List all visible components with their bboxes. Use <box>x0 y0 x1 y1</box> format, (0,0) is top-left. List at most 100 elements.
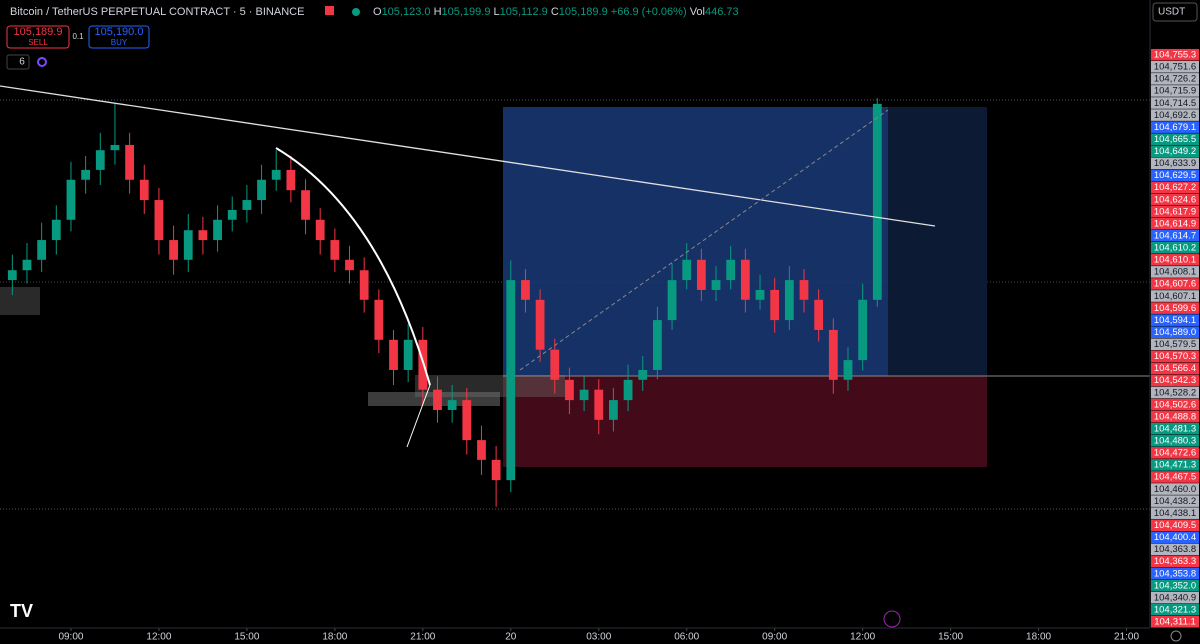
currency[interactable]: USDT <box>1158 7 1185 18</box>
candle-body <box>872 103 882 300</box>
candle-body <box>418 339 428 390</box>
sell-button[interactable] <box>6 25 70 49</box>
candle-body <box>652 320 662 370</box>
price-label: 104,607.6 <box>1154 279 1196 290</box>
price-label: 104,679.1 <box>1154 122 1196 133</box>
candle-body <box>51 219 61 241</box>
x-tick-label: 21:00 <box>1114 632 1139 643</box>
x-tick-label: 12:00 <box>146 632 171 643</box>
candle-body <box>330 240 340 260</box>
price-label: 104,608.1 <box>1154 267 1196 278</box>
x-tick-label: 15:00 <box>234 632 259 643</box>
price-badge <box>1151 169 1199 182</box>
price-label: 104,460.0 <box>1154 484 1196 495</box>
price-label: 104,502.6 <box>1154 399 1196 410</box>
candles <box>7 98 882 507</box>
candle-body <box>7 270 17 281</box>
candle-body <box>623 379 633 401</box>
price-badge <box>1151 205 1199 218</box>
price-label: 104,353.8 <box>1154 568 1196 579</box>
candle-body <box>711 280 721 290</box>
price-label: 104,472.6 <box>1154 448 1196 459</box>
price-label: 104,409.5 <box>1154 520 1196 531</box>
price-label: 104,528.2 <box>1154 387 1196 398</box>
buy-label[interactable]: BUY <box>111 38 128 47</box>
price-badge <box>1151 73 1199 85</box>
candle-body <box>609 400 618 420</box>
price-badge <box>1151 362 1199 375</box>
status-dot <box>352 8 360 16</box>
target-zone <box>503 107 888 376</box>
indicator-count[interactable]: 6 <box>19 57 25 68</box>
ohlc-key: C <box>551 6 559 18</box>
candle-body <box>799 280 809 300</box>
price-badge <box>1151 145 1199 158</box>
price-badge <box>1151 410 1199 423</box>
price-label: 104,311.1 <box>1154 617 1196 628</box>
candle-body <box>477 440 486 460</box>
candle-body <box>565 379 574 401</box>
price-label: 104,624.6 <box>1154 194 1196 205</box>
logo[interactable]: TV <box>10 601 33 621</box>
price-label: 104,614.7 <box>1154 230 1196 241</box>
candle-body <box>154 200 164 241</box>
ohlc-key: H <box>434 6 442 18</box>
price-label: 104,617.9 <box>1154 206 1196 217</box>
price-label: 104,649.2 <box>1154 146 1196 157</box>
sell-label[interactable]: SELL <box>28 38 48 47</box>
stop-zone <box>503 376 987 467</box>
candle-body <box>726 259 736 281</box>
currency-button[interactable] <box>1152 2 1198 22</box>
candle-body <box>81 169 91 180</box>
vol-value: 446.73 <box>705 6 739 18</box>
price-badge <box>1151 290 1199 302</box>
price-label: 104,755.3 <box>1154 50 1196 61</box>
candle-body <box>579 389 589 401</box>
ohlc: O105,123.0 H105,199.9 L105,112.9 C105,18… <box>373 6 739 18</box>
candle-body <box>345 259 354 271</box>
buy-price[interactable]: 105,190.0 <box>95 26 144 38</box>
price-label: 104,715.9 <box>1154 86 1196 97</box>
ohlc-value: 105,189.9 <box>559 6 608 18</box>
price-badge <box>1151 278 1199 290</box>
candle-body <box>125 144 135 180</box>
indicator-toggle[interactable] <box>6 54 30 70</box>
buy-button[interactable] <box>88 25 150 49</box>
candle-body <box>462 400 472 441</box>
price-badge <box>1151 603 1199 616</box>
sell-price[interactable]: 105,189.9 <box>14 26 63 38</box>
candle-body <box>550 349 560 380</box>
price-label: 104,400.4 <box>1154 532 1196 543</box>
price-badge <box>1151 193 1199 206</box>
price-badge <box>1151 181 1199 194</box>
price-label: 104,665.5 <box>1154 134 1196 145</box>
candle-body <box>740 259 750 300</box>
ohlc-value: 105,112.9 <box>500 6 548 18</box>
candle-body <box>594 389 604 420</box>
price-badge <box>1151 591 1199 604</box>
flag[interactable] <box>325 6 334 15</box>
candle-body <box>301 190 310 220</box>
candle-body <box>667 280 677 321</box>
candle-body <box>37 240 47 260</box>
price-label: 104,614.9 <box>1154 218 1196 229</box>
annotations <box>0 85 936 448</box>
candle-body <box>535 299 545 350</box>
candle-body <box>227 209 237 220</box>
indicator-icon[interactable] <box>37 57 47 67</box>
candle-body <box>286 169 296 191</box>
price-badge <box>1151 241 1199 254</box>
price-label: 104,542.3 <box>1154 375 1196 386</box>
price-badge <box>1151 422 1199 435</box>
curve-tail <box>406 384 431 448</box>
candle-body <box>183 230 193 260</box>
settings-icon[interactable] <box>1170 630 1182 642</box>
target-zone-extension <box>888 107 987 376</box>
price-label: 104,467.5 <box>1154 472 1196 483</box>
candle-body <box>257 179 266 201</box>
alert-icon[interactable] <box>883 610 901 628</box>
price-label: 104,481.3 <box>1154 423 1196 434</box>
price-badge <box>1151 579 1199 592</box>
